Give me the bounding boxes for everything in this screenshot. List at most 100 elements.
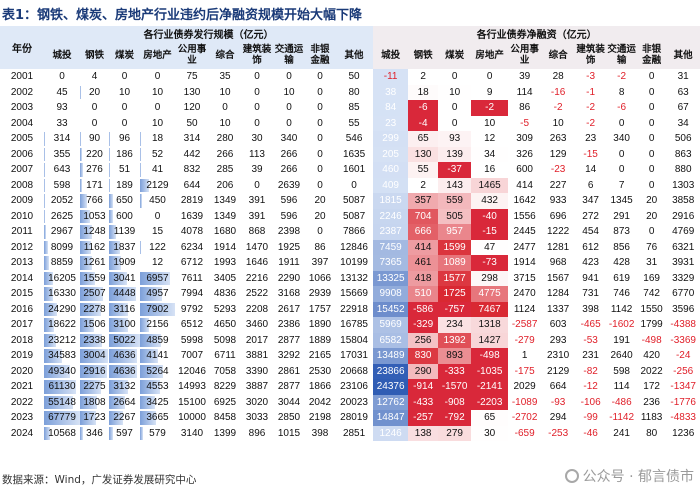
netfin-cell: -15 <box>471 224 509 240</box>
issuance-bar <box>80 426 84 440</box>
issuance-value: 23106 <box>340 381 368 393</box>
netfin-cell: 14 <box>585 164 597 176</box>
issuance-bar <box>80 411 97 425</box>
issuance-cell: 598 <box>44 178 80 194</box>
table-row: 2006 355 220 186 52 442 266 113 266 0 1635 205 130 13… <box>0 146 700 162</box>
netfin-cell: -908 <box>438 394 472 410</box>
issuance-value: 3168 <box>277 288 301 300</box>
issuance-value: 10 <box>151 86 164 98</box>
issuance-cell: 1349 <box>209 209 241 225</box>
issuance-value: 3460 <box>245 319 269 331</box>
year-cell: 2018 <box>10 334 34 346</box>
issuance-value: 4650 <box>213 319 237 331</box>
netfin-cell: -2 <box>617 71 627 83</box>
issuance-cell: 276 <box>80 162 109 178</box>
issuance-value: 122 <box>149 241 166 253</box>
issuance-value: 10 <box>283 86 295 98</box>
netfin-cell: 31 <box>646 257 658 269</box>
issuance-value: 206 <box>216 179 234 191</box>
netfin-cell: -1142 <box>609 412 635 424</box>
netfin-cell: -46 <box>583 427 598 439</box>
issuance-value: 4141 <box>146 350 169 362</box>
issuance-cell: 2664 <box>109 395 140 411</box>
year-cell: 2010 <box>10 210 34 222</box>
issuance-cell: 0 <box>80 100 109 116</box>
issuance-value: 2338 <box>83 334 106 346</box>
netfin-cell: -433 <box>408 394 439 410</box>
issuance-cell: 41 <box>140 162 175 178</box>
netfin-cell: 84 <box>373 100 409 116</box>
issuance-value: 50 <box>186 117 198 129</box>
issuance-value: 1680 <box>213 226 237 238</box>
issuance-cell: 55148 <box>44 395 80 411</box>
issuance-cell: 2851 <box>335 426 373 442</box>
table-row: 2001 0 4 0 0 75 35 0 0 0 50 -11 2 0 0 39 28 -3 -2 0 31 <box>0 69 700 85</box>
netfin-cell: -257 <box>408 410 439 426</box>
netfin-cell: 169 <box>643 272 660 284</box>
issuance-cell: 2156 <box>140 317 175 333</box>
header-issuance-col: 钢铁 <box>80 41 109 69</box>
issuance-bar <box>140 395 155 409</box>
issuance-cell: 391 <box>241 193 273 209</box>
issuance-value: 3881 <box>245 350 269 362</box>
issuance-value: 2877 <box>277 381 301 393</box>
issuance-cell: 8859 <box>44 255 80 271</box>
issuance-cell: 1261 <box>80 255 109 271</box>
issuance-value: 4957 <box>146 288 169 300</box>
issuance-cell: 0 <box>305 162 335 178</box>
issuance-cell: 6711 <box>209 348 241 364</box>
issuance-cell: 3004 <box>80 348 109 364</box>
issuance-cell: 10 <box>140 116 175 132</box>
netfin-cell: 231 <box>582 350 599 362</box>
issuance-cell: 0 <box>241 178 273 194</box>
issuance-cell: 1723 <box>80 410 109 426</box>
netfin-cell: 6321 <box>672 241 695 253</box>
netfin-cell: -792 <box>438 410 472 426</box>
issuance-value: 766 <box>86 195 103 207</box>
issuance-bar <box>140 349 159 363</box>
netfin-cell: 139 <box>438 146 472 162</box>
netfin-cell: 2916 <box>672 210 695 222</box>
issuance-cell: 1053 <box>80 209 109 225</box>
issuance-value: 14993 <box>178 381 206 393</box>
netfin-cell: 398 <box>582 303 599 315</box>
issuance-bar <box>44 426 50 440</box>
issuance-cell: 45 <box>44 85 80 101</box>
issuance-bar <box>109 240 121 254</box>
netfin-cell: -12 <box>583 381 598 393</box>
issuance-value: 2861 <box>277 365 301 377</box>
netfin-cell: -37 <box>438 162 472 178</box>
issuance-value: 2052 <box>50 195 74 207</box>
issuance-value: 546 <box>345 133 363 145</box>
issuance-value: 15804 <box>340 334 368 346</box>
issuance-cell: 2278 <box>80 302 109 318</box>
issuance-cell: 15100 <box>175 395 209 411</box>
issuance-value: 3405 <box>213 272 237 284</box>
issuance-value: 3044 <box>277 396 301 408</box>
issuance-value: 2275 <box>83 381 106 393</box>
netfin-cell: 138 <box>408 425 439 441</box>
issuance-value: 0 <box>317 117 323 129</box>
netfin-cell: 1815 <box>373 193 409 209</box>
issuance-value: 2617 <box>277 303 301 315</box>
issuance-cell: 0 <box>305 178 335 194</box>
netfin-cell: -2 <box>471 100 509 116</box>
issuance-value: 0 <box>254 179 260 191</box>
netfin-cell: 80 <box>646 427 658 439</box>
year-cell: 2002 <box>10 86 34 98</box>
year-cell: 2004 <box>10 117 34 129</box>
issuance-cell: 7611 <box>175 271 209 287</box>
netfin-cell: 298 <box>471 270 509 286</box>
issuance-cell: 10199 <box>335 255 373 271</box>
netfin-cell: -256 <box>673 365 694 377</box>
issuance-value: 55 <box>348 117 360 129</box>
issuance-bar <box>44 333 57 347</box>
issuance-cell: 20 <box>80 85 109 101</box>
issuance-value: 16330 <box>48 288 76 300</box>
netfin-cell: 12762 <box>373 394 409 410</box>
netfin-cell: 0 <box>618 117 625 129</box>
issuance-cell: 4650 <box>209 317 241 333</box>
netfin-cell: 460 <box>373 162 409 178</box>
netfin-cell: -6 <box>408 100 439 116</box>
issuance-bar <box>44 318 54 332</box>
